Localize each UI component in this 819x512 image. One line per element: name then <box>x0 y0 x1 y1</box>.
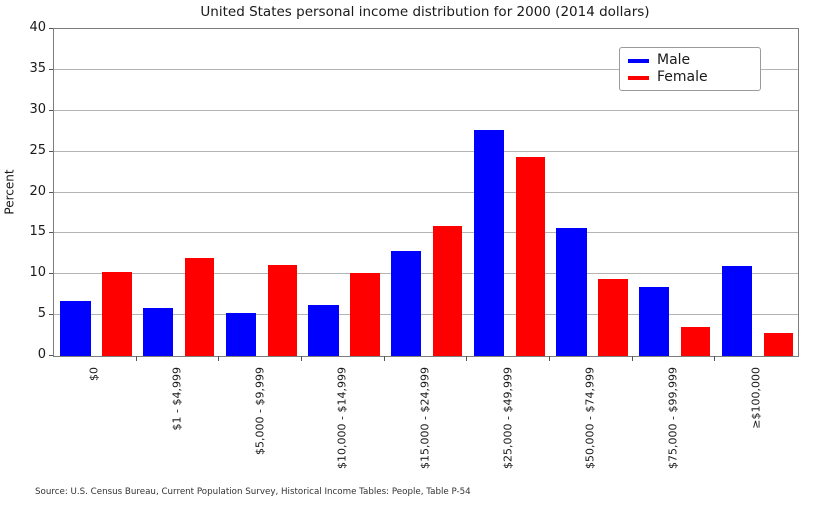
bar-female-1 <box>185 257 215 356</box>
y-tick-25 <box>49 150 53 152</box>
legend: Male Female <box>619 47 761 91</box>
bar-male-2 <box>225 312 257 356</box>
x-tick-label-0: $0 <box>87 367 101 381</box>
x-tick-3 <box>301 356 302 361</box>
x-tick-8 <box>714 356 716 361</box>
y-tick-5 <box>49 314 53 316</box>
bar-male-5 <box>473 130 505 356</box>
bar-male-8 <box>721 266 753 356</box>
gridline <box>54 109 798 111</box>
gridline <box>54 191 798 193</box>
bar-female-7 <box>681 327 711 356</box>
legend-swatch-female-icon <box>628 75 649 80</box>
y-tick-40 <box>49 28 53 29</box>
legend-item-male: Male <box>628 52 760 69</box>
x-tick-label-3: $10,000 - $14,999 <box>335 367 349 469</box>
chart-title: United States personal income distributi… <box>200 4 650 20</box>
y-tick-10 <box>49 273 53 275</box>
gridline <box>54 232 798 234</box>
x-tick-1 <box>135 356 137 361</box>
source-note: Source: U.S. Census Bureau, Current Popu… <box>35 487 471 497</box>
bar-female-8 <box>763 333 794 356</box>
y-tick-label-15: 15 <box>29 224 46 240</box>
x-tick-7 <box>631 356 633 361</box>
x-tick-4 <box>383 356 385 361</box>
y-tick-label-30: 30 <box>29 101 46 117</box>
bar-female-0 <box>102 271 132 356</box>
plot-area: Male Female <box>53 28 799 357</box>
bar-male-4 <box>390 250 422 356</box>
y-tick-35 <box>49 68 53 70</box>
x-tick-2 <box>218 356 220 361</box>
gridline <box>54 314 798 316</box>
x-tick-label-4: $15,000 - $24,999 <box>418 367 432 469</box>
y-tick-20 <box>49 191 53 193</box>
y-axis-tick-labels: 0 5 10 15 20 25 30 35 40 <box>0 20 46 362</box>
y-tick-label-40: 40 <box>29 20 46 35</box>
bar-male-6 <box>556 227 587 356</box>
bars-layer <box>54 29 798 356</box>
y-tick-label-5: 5 <box>37 306 46 322</box>
x-tick-label-8: ≥$100,000 <box>749 367 763 429</box>
legend-swatch-male-icon <box>628 58 649 63</box>
legend-item-female: Female <box>628 69 760 86</box>
y-axis-ticks <box>49 28 53 356</box>
legend-label-male: Male <box>657 52 691 68</box>
bar-female-6 <box>598 279 628 356</box>
y-tick-label-20: 20 <box>29 183 46 199</box>
x-tick-label-5: $25,000 - $49,999 <box>501 367 515 469</box>
x-tick-5 <box>466 356 468 361</box>
y-tick-label-35: 35 <box>29 60 46 76</box>
gridline <box>54 150 798 152</box>
bar-female-5 <box>515 157 546 356</box>
x-tick-label-7: $75,000 - $99,999 <box>666 367 680 469</box>
gridline <box>54 68 798 70</box>
bar-female-3 <box>350 273 380 356</box>
bar-male-0 <box>60 301 91 356</box>
x-tick-label-2: $5,000 - $9,999 <box>253 367 267 455</box>
bar-female-4 <box>433 226 463 356</box>
bar-male-1 <box>142 307 174 356</box>
bar-male-3 <box>308 305 339 356</box>
bar-male-7 <box>638 287 670 356</box>
y-tick-15 <box>49 232 53 234</box>
gridline <box>54 273 798 275</box>
bar-female-2 <box>267 265 298 356</box>
x-tick-label-6: $50,000 - $74,999 <box>583 367 597 469</box>
y-tick-label-25: 25 <box>29 142 46 158</box>
y-tick-label-10: 10 <box>29 265 46 281</box>
y-tick-label-0: 0 <box>37 347 46 362</box>
y-tick-30 <box>49 109 53 111</box>
legend-label-female: Female <box>657 69 708 85</box>
y-tick-0 <box>49 355 53 356</box>
x-tick-label-1: $1 - $4,999 <box>170 367 184 431</box>
x-tick-6 <box>549 356 550 361</box>
